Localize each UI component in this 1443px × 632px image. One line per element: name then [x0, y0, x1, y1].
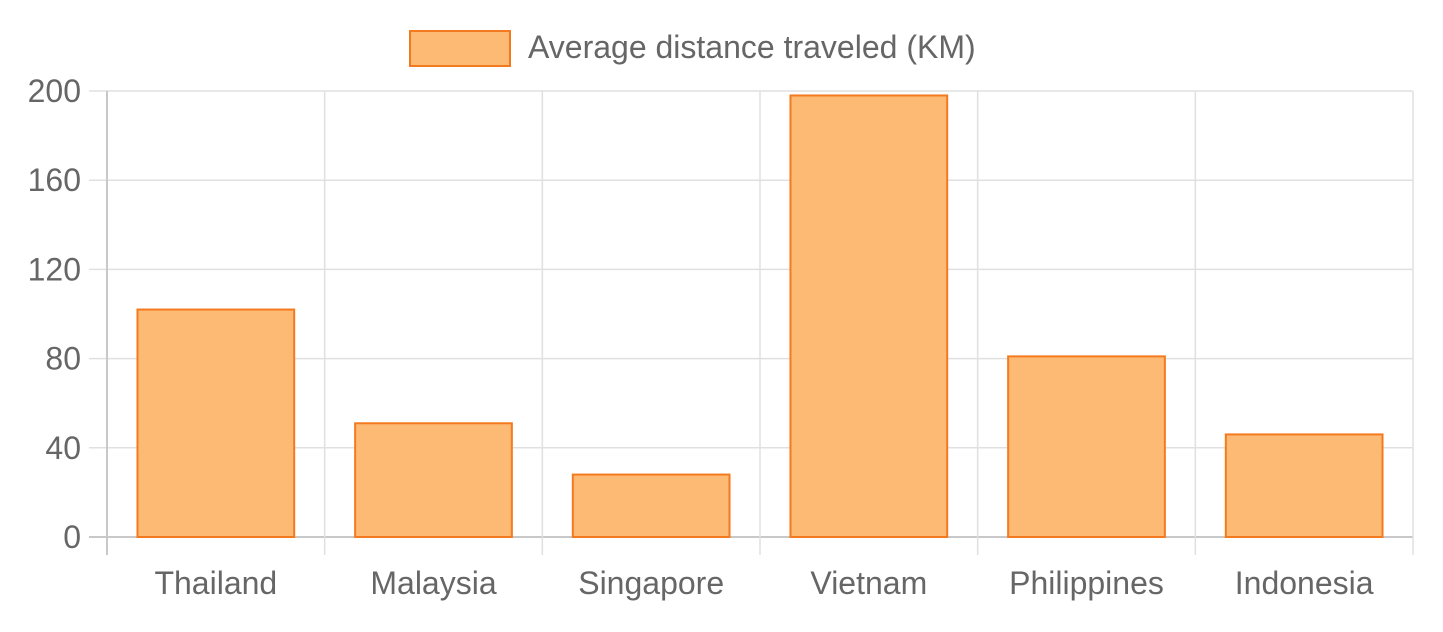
y-tick-label: 40 — [45, 430, 81, 466]
bars — [136, 94, 1384, 539]
y-tick-label: 0 — [63, 519, 81, 555]
y-tick-label: 200 — [28, 73, 81, 109]
x-tick-label: Singapore — [578, 565, 724, 601]
x-tick-label: Thailand — [154, 565, 277, 601]
y-tick-label: 120 — [28, 251, 81, 287]
bar-vietnam[interactable] — [789, 94, 949, 539]
bar-singapore[interactable] — [571, 473, 731, 538]
bar-indonesia[interactable] — [1224, 433, 1384, 539]
bar-malaysia[interactable] — [354, 422, 513, 538]
legend-swatch[interactable] — [409, 30, 511, 67]
bar-philippines[interactable] — [1007, 355, 1166, 538]
legend-label[interactable]: Average distance traveled (KM) — [528, 29, 976, 65]
legend[interactable]: Average distance traveled (KM) — [409, 29, 976, 67]
x-tick-label: Indonesia — [1235, 565, 1374, 601]
x-tick-label: Philippines — [1009, 565, 1164, 601]
grid-lines — [89, 90, 1414, 555]
y-tick-label: 80 — [45, 341, 81, 377]
x-tick-label: Vietnam — [810, 565, 927, 601]
bar-thailand[interactable] — [136, 308, 296, 539]
x-tick-label: Malaysia — [370, 565, 496, 601]
axes: 0 40 80 120 160 200 Thailand Malaysia Singapore V… — [28, 73, 1374, 601]
y-tick-label: 160 — [28, 162, 81, 198]
